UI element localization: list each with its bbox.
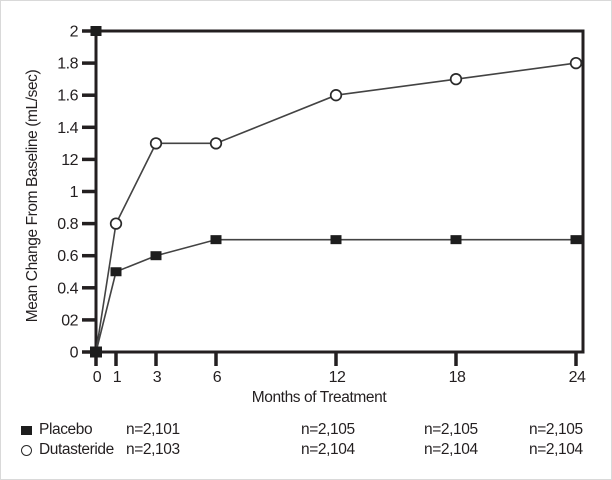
x-tick-label: 1 (113, 369, 122, 386)
y-tick-label: 2 (70, 24, 79, 41)
series-line-dutasteride (95, 62, 577, 353)
y-tick-label: 12 (61, 152, 78, 169)
x-tick-label: 24 (569, 369, 586, 386)
series-line-placebo (95, 238, 576, 353)
y-tick-label: 02 (61, 312, 78, 329)
y-tick-label: 0.6 (57, 248, 78, 265)
y-tick-label: 1 (70, 184, 79, 201)
data-point-dutasteride (569, 56, 583, 70)
dutasteride-n-count-18mo: n=2,104 (424, 441, 478, 458)
data-point-dutasteride (449, 72, 463, 86)
y-tick-label: 1.8 (57, 56, 78, 73)
x-tick-label: 12 (329, 369, 346, 386)
legend-label-placebo: Placebo (39, 421, 93, 438)
data-point-dutasteride (149, 137, 163, 150)
data-point-placebo (210, 235, 222, 245)
dutasteride-n-count-12mo: n=2,104 (301, 441, 355, 458)
placebo-n-count-24mo: n=2,105 (529, 421, 583, 438)
legend-row-dutasteride: Dutasteride n=2,103 n=2,104 n=2,104 n=2,… (1, 440, 611, 460)
placebo-square-marker-icon (21, 426, 32, 435)
legend-label-dutasteride: Dutasteride (39, 441, 114, 458)
x-axis-title: Months of Treatment (252, 389, 388, 406)
y-tick-label: 0.4 (57, 280, 78, 297)
placebo-n-count-18mo: n=2,105 (424, 421, 478, 438)
axis-corner-mark (90, 26, 102, 36)
y-tick-label: 0.8 (57, 216, 78, 233)
x-tick-label: 6 (213, 369, 222, 386)
x-tick-label: 0 (93, 369, 102, 386)
data-point-placebo (450, 235, 462, 245)
dutasteride-n-count-24mo: n=2,104 (529, 441, 583, 458)
y-axis-title: Mean Change From Baseline (mL/sec) (24, 69, 41, 322)
x-tick-label: 18 (449, 369, 466, 386)
data-point-placebo (150, 251, 162, 261)
placebo-n-count-12mo: n=2,105 (301, 421, 355, 438)
data-point-dutasteride (109, 217, 123, 230)
y-tick-label: 1.4 (57, 120, 78, 137)
placebo-n-count-baseline: n=2,101 (126, 421, 180, 438)
x-tick-label: 3 (153, 369, 162, 386)
data-point-placebo (110, 267, 122, 277)
data-point-dutasteride (329, 89, 343, 102)
y-tick-label: 0 (70, 345, 79, 362)
data-point-dutasteride (209, 137, 223, 150)
y-tick-label: 1.6 (57, 88, 78, 105)
origin-marker (90, 346, 102, 358)
plot-border (94, 29, 585, 354)
data-point-placebo (570, 235, 582, 245)
dutasteride-circle-marker-icon (21, 445, 32, 456)
data-point-placebo (330, 235, 342, 245)
legend-row-placebo: Placebo n=2,101 n=2,105 n=2,105 n=2,105 (1, 420, 611, 440)
dutasteride-n-count-baseline: n=2,103 (126, 441, 180, 458)
